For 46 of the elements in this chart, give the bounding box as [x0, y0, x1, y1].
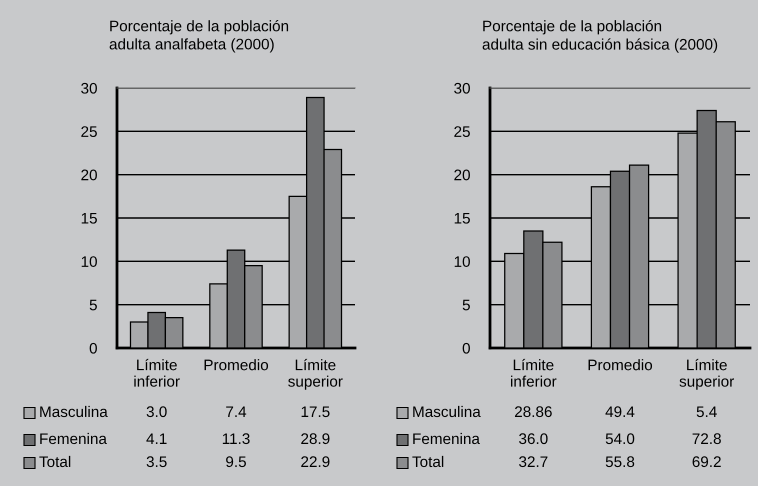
y-tick-label: 20 [454, 170, 470, 180]
y-tick-label: 15 [82, 213, 97, 224]
legend-label: Total [412, 456, 444, 468]
x-tick-label: Límite inferior [134, 358, 180, 387]
chart-title: Porcentaje de la población adulta sin educación básica (2000) [482, 20, 718, 53]
text: 54.0 [606, 433, 634, 444]
text: 5.4 [696, 406, 717, 418]
x-tick-label: Promedio [588, 359, 652, 370]
text: 72.8 [692, 433, 721, 444]
legend-label: Masculina [40, 406, 108, 418]
y-tick-label: 0 [462, 342, 470, 354]
y-tick-label: 15 [454, 213, 470, 224]
data-label: 28.9 [301, 433, 330, 444]
text: 36.0 [519, 433, 548, 444]
data-label: 4.1 [146, 433, 167, 444]
y-tick-label: 5 [462, 300, 470, 310]
data-label: 9.5 [226, 456, 246, 468]
y-tick-label: 0 [90, 342, 97, 354]
y-tick-label: 10 [82, 256, 97, 268]
y-tick-label: 10 [454, 256, 470, 268]
chart-title: Porcentaje de la población adulta analfabeta (2000) [110, 20, 288, 53]
text: 32.7 [519, 456, 548, 468]
data-label: 3.0 [146, 406, 167, 418]
x-tick-label: Promedio [204, 359, 268, 370]
y-tick-label: 20 [81, 170, 97, 180]
legend-label: Total [39, 456, 70, 468]
text: 55.8 [606, 456, 634, 468]
x-tick-label: Límite superior [679, 358, 734, 390]
x-tick-label: Límite inferior [511, 358, 556, 387]
text: 69.2 [692, 456, 721, 468]
x-tick-label: Límite superior [288, 358, 343, 390]
y-tick-label: 25 [454, 126, 470, 138]
y-tick-label: 30 [454, 82, 470, 94]
y-tick-label: 25 [81, 126, 97, 138]
legend-label: Femenina [413, 432, 480, 444]
y-tick-label: 5 [90, 300, 97, 310]
text: 28.86 [514, 406, 552, 418]
text: 49.4 [605, 406, 634, 418]
data-label: 7.4 [226, 406, 246, 417]
data-label: 22.9 [301, 456, 330, 468]
legend-label: Femenina [40, 432, 107, 444]
data-label: 17.5 [302, 406, 330, 418]
legend-label: Masculina [413, 406, 481, 418]
data-label: 11.3 [222, 433, 250, 444]
data-label: 3.5 [146, 456, 167, 468]
y-tick-label: 30 [81, 82, 97, 94]
